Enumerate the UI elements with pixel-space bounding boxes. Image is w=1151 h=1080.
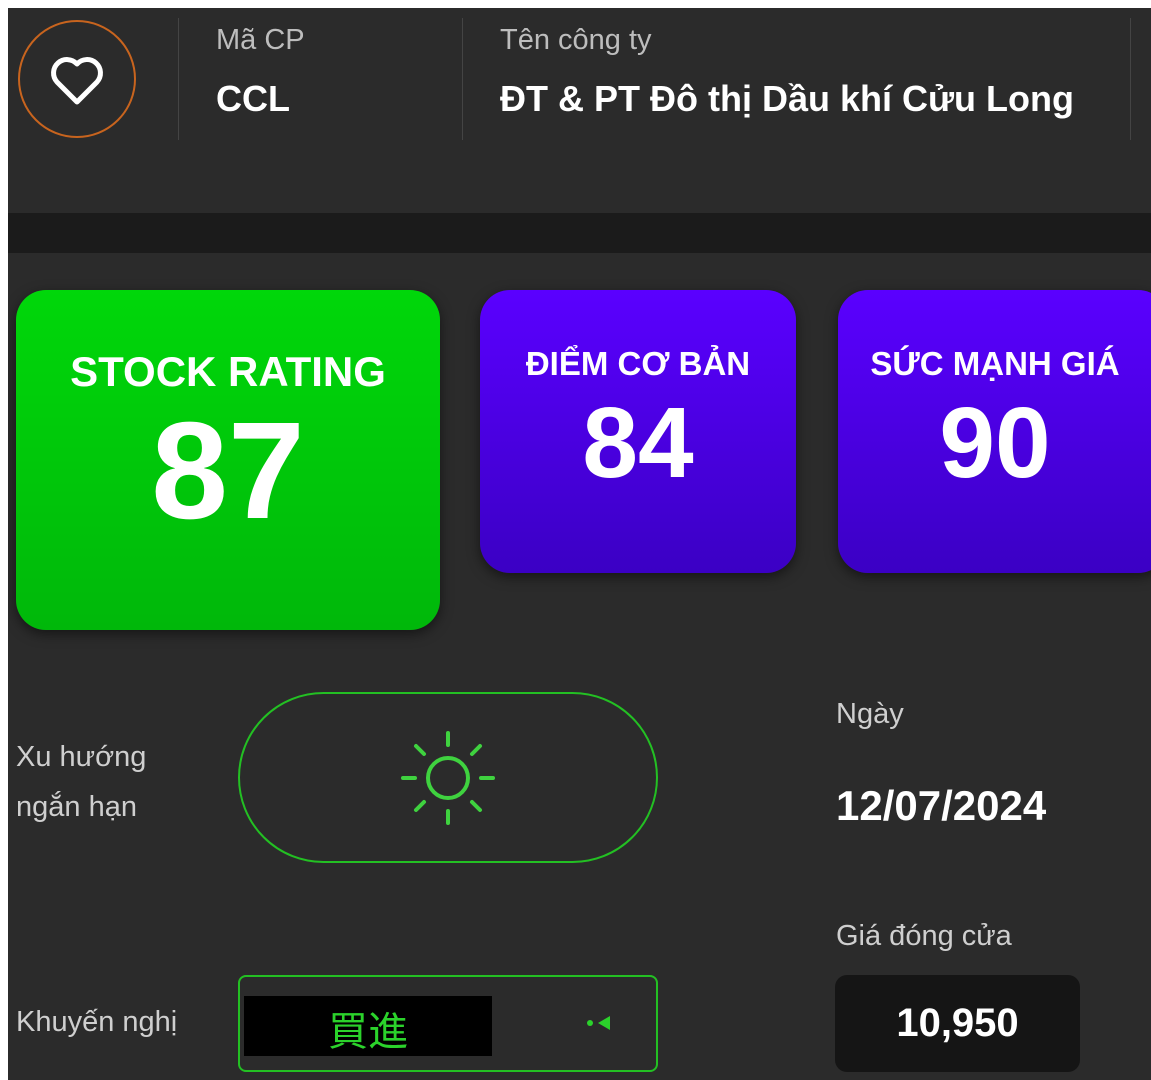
indicator-icon	[587, 1016, 610, 1030]
recommendation-label: Khuyến nghị	[16, 1006, 178, 1038]
rating-value: 87	[151, 394, 305, 548]
fundamental-card: ĐIỂM CƠ BẢN 84	[480, 290, 796, 573]
company-name: ĐT & PT Đô thị Dầu khí Cửu Long	[500, 78, 1075, 119]
close-label: Giá đóng cửa	[836, 920, 1012, 952]
trend-label: Xu hướng ngắn hạn	[16, 741, 147, 823]
rating-value: 90	[939, 387, 1051, 499]
heart-icon	[51, 57, 103, 105]
recommendation-value: 買進	[244, 996, 492, 1056]
rating-label: SỨC MẠNH GIÁ	[870, 345, 1120, 382]
symbol: CCL	[216, 78, 290, 119]
divider	[462, 18, 463, 140]
stock-panel: Mã CP CCL Tên công ty ĐT & PT Đô thị Dầu…	[8, 8, 1151, 1080]
trend-indicator	[238, 692, 658, 863]
symbol-label: Mã CP	[216, 24, 305, 56]
rating-value: 84	[582, 387, 694, 499]
rating-label: STOCK RATING	[70, 348, 386, 395]
close-price: 10,950	[835, 975, 1080, 1072]
sun-icon	[401, 731, 495, 825]
company-label: Tên công ty	[500, 24, 652, 56]
recommendation-box: 買進	[238, 975, 658, 1072]
stock-rating-card: STOCK RATING 87	[16, 290, 440, 630]
separator-band	[8, 213, 1151, 253]
date-label: Ngày	[836, 698, 904, 730]
rating-label: ĐIỂM CƠ BẢN	[525, 345, 751, 382]
price-strength-card: SỨC MẠNH GIÁ 90	[838, 290, 1151, 573]
divider	[1130, 18, 1131, 140]
favorite-button[interactable]	[18, 20, 136, 138]
divider	[178, 18, 179, 140]
date-value: 12/07/2024	[836, 782, 1047, 829]
